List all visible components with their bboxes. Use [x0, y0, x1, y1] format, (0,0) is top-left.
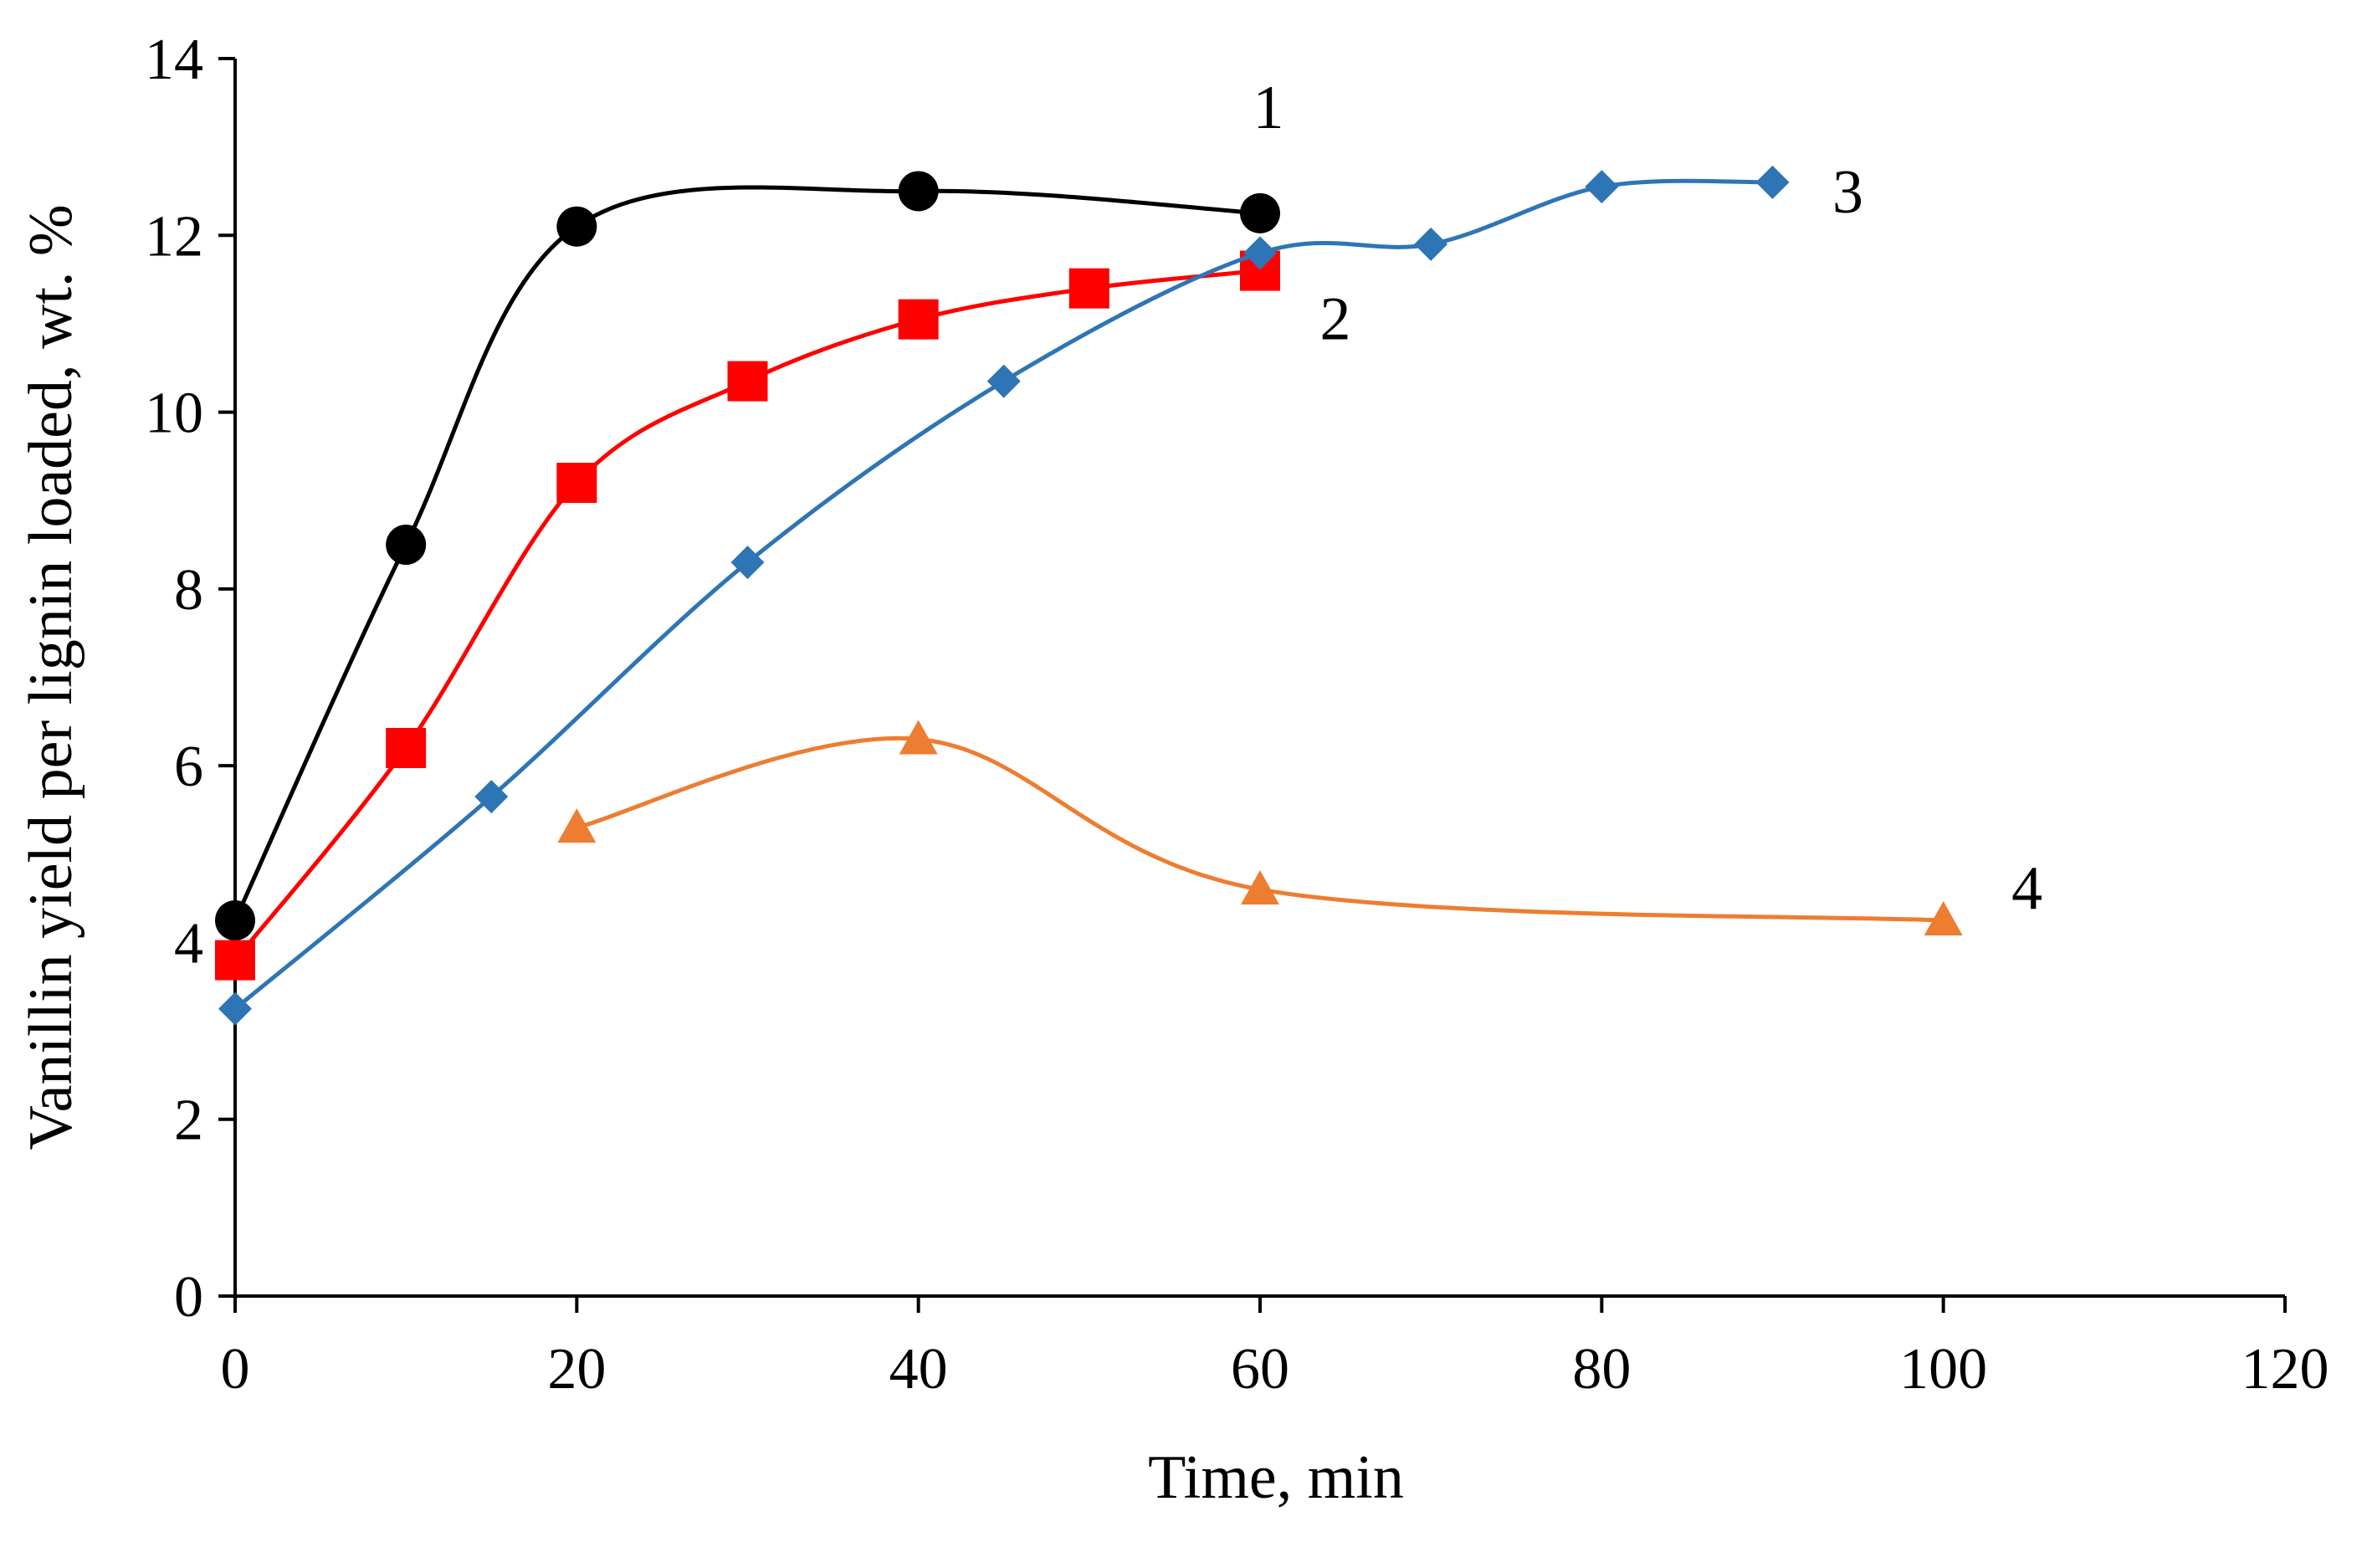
y-tick-label: 12	[145, 204, 203, 269]
series-layer: 1 2 3 4	[215, 74, 2042, 1026]
data-point-circle	[1240, 192, 1280, 233]
y-tick-label: 4	[174, 911, 203, 976]
data-point-diamond	[1243, 236, 1277, 270]
data-point-diamond	[1414, 227, 1448, 261]
data-point-square	[898, 299, 939, 340]
series-line	[233, 178, 1773, 1011]
y-tick-label: 6	[174, 735, 203, 799]
data-point-square	[1068, 268, 1109, 309]
x-tick-label: 120	[2241, 1337, 2329, 1401]
data-point-square	[727, 361, 768, 402]
data-point-diamond	[730, 546, 765, 580]
data-point-diamond	[1755, 165, 1790, 199]
series-label: 1	[1253, 74, 1284, 142]
x-tick-label: 80	[1572, 1337, 1631, 1401]
x-axis-title: Time, min	[1148, 1443, 1404, 1512]
data-point-square	[386, 728, 427, 769]
series-label: 3	[1832, 158, 1863, 227]
x-tick-label: 20	[547, 1337, 606, 1401]
data-point-triangle	[557, 808, 597, 843]
series-2: 2	[215, 250, 1351, 981]
data-point-diamond	[1585, 170, 1619, 204]
data-point-square	[556, 463, 597, 504]
series-3: 3	[218, 158, 1863, 1026]
x-tick-label: 40	[889, 1337, 948, 1401]
series-line	[576, 735, 1944, 923]
y-axis-title: Vanillin yield per lignin loaded, wt. %	[17, 204, 85, 1150]
series-4: 4	[557, 720, 2042, 936]
x-tick-label: 0	[221, 1337, 250, 1401]
data-point-square	[215, 940, 255, 981]
y-tick-label: 0	[174, 1265, 203, 1330]
series-label: 4	[2011, 854, 2042, 923]
data-point-triangle	[1241, 870, 1279, 905]
data-point-diamond	[986, 364, 1021, 398]
y-tick-label: 8	[174, 558, 203, 623]
data-point-circle	[215, 900, 255, 941]
data-point-diamond	[474, 780, 509, 814]
data-point-circle	[556, 206, 597, 247]
data-point-triangle	[899, 720, 938, 755]
series-1: 1	[215, 74, 1284, 941]
x-tick-label: 60	[1231, 1337, 1289, 1401]
data-point-circle	[898, 171, 939, 212]
data-point-circle	[386, 525, 427, 566]
data-point-triangle	[1924, 901, 1963, 936]
series-label: 2	[1320, 285, 1351, 354]
x-tick-label: 100	[1899, 1337, 1987, 1401]
y-tick-label: 2	[174, 1089, 203, 1153]
y-tick-label: 10	[145, 382, 203, 446]
data-point-diamond	[218, 992, 252, 1026]
y-tick-label: 14	[145, 28, 203, 92]
